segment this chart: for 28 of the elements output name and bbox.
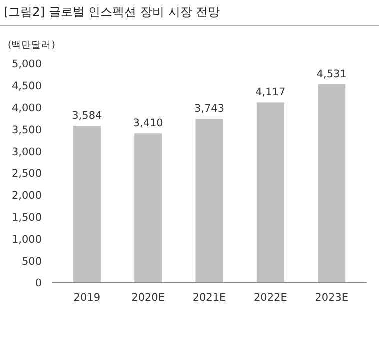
bar <box>73 126 101 283</box>
x-tick-label: 2023E <box>315 292 349 304</box>
y-tick-label: 3,500 <box>12 124 42 136</box>
y-tick-label: 4,500 <box>12 80 42 93</box>
bar <box>134 134 162 283</box>
bar <box>256 102 284 283</box>
y-tick-label: 2,500 <box>12 168 42 180</box>
x-tick-label: 2022E <box>254 292 288 304</box>
y-tick-label: 1,500 <box>12 212 42 224</box>
y-tick-label: 1,000 <box>12 234 42 246</box>
y-tick-label: 5,000 <box>12 58 42 71</box>
data-label: 3,410 <box>133 118 164 130</box>
data-label: 3,584 <box>72 110 103 122</box>
y-tick-label: 4,000 <box>12 102 42 114</box>
x-tick-label: 2021E <box>192 292 226 304</box>
y-tick-label: 0 <box>35 278 42 290</box>
bar <box>318 84 346 283</box>
x-tick-label: 2019 <box>74 292 101 304</box>
bar <box>196 119 224 283</box>
data-label: 3,743 <box>194 103 225 116</box>
data-label: 4,117 <box>256 86 286 99</box>
y-tick-label: 2,000 <box>12 190 42 202</box>
y-tick-label: 3,000 <box>12 146 42 158</box>
x-tick-label: 2020E <box>132 292 166 304</box>
data-label: 4,531 <box>316 68 347 81</box>
y-tick-label: 500 <box>22 256 42 268</box>
chart-title: [그림2] 글로벌 인스펙션 장비 시장 전망 <box>4 5 220 19</box>
y-axis-title: (백만달러) <box>8 40 56 51</box>
